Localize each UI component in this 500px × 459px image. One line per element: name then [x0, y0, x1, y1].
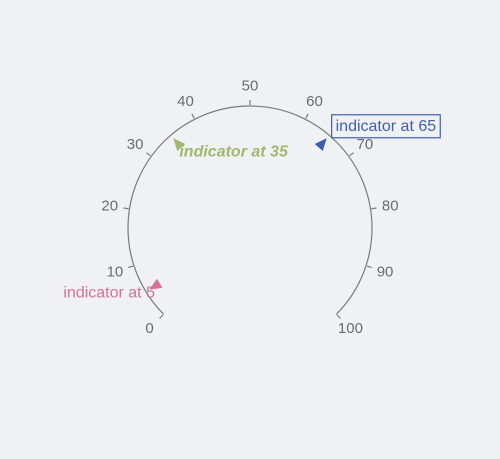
gauge-indicator-marker [149, 278, 163, 290]
gauge-indicators: indicator at 5 indicator at 35 indicator a… [63, 114, 441, 302]
gauge-tick-label: 90 [377, 263, 394, 280]
gauge-tick-mark [349, 152, 354, 157]
gauge-ticks: 0 10 20 30 40 50 60 70 80 90 100 [101, 78, 398, 337]
gauge-indicator-marker [173, 138, 186, 151]
gauge-tick-mark [366, 265, 372, 269]
gauge-indicator-label: indicator at 35 [179, 143, 289, 160]
gauge-tick-label: 50 [242, 78, 259, 95]
gauge-tick-label: 80 [382, 197, 399, 214]
gauge-indicator-marker [314, 138, 327, 151]
gauge-tick-mark [123, 207, 129, 210]
gauge-indicator-label: indicator at 5 [63, 285, 155, 302]
gauge-indicator-label: indicator at 65 [336, 118, 437, 135]
gauge-axis-arc [127, 105, 373, 315]
gauge-tick-label: 100 [338, 320, 363, 337]
gauge-tick-mark [191, 113, 195, 119]
gauge-tick-label: 60 [306, 93, 323, 110]
gauge-tick-mark [159, 314, 164, 319]
gauge-tick-mark [305, 113, 309, 119]
gauge-tick-label: 40 [177, 93, 194, 110]
gauge-tick-label: 30 [127, 136, 144, 153]
gauge-tick-label: 0 [145, 320, 153, 337]
gauge-tick-mark [146, 152, 151, 157]
gauge-tick-mark [336, 314, 341, 319]
gauge-tick-mark [128, 265, 134, 269]
gauge-indicator-label-box [331, 114, 441, 139]
gauge-tick-label: 20 [101, 197, 118, 214]
gauge-tick-mark [371, 207, 377, 210]
gauge-tick-label: 70 [357, 136, 374, 153]
gauge-tick-label: 10 [107, 263, 124, 280]
